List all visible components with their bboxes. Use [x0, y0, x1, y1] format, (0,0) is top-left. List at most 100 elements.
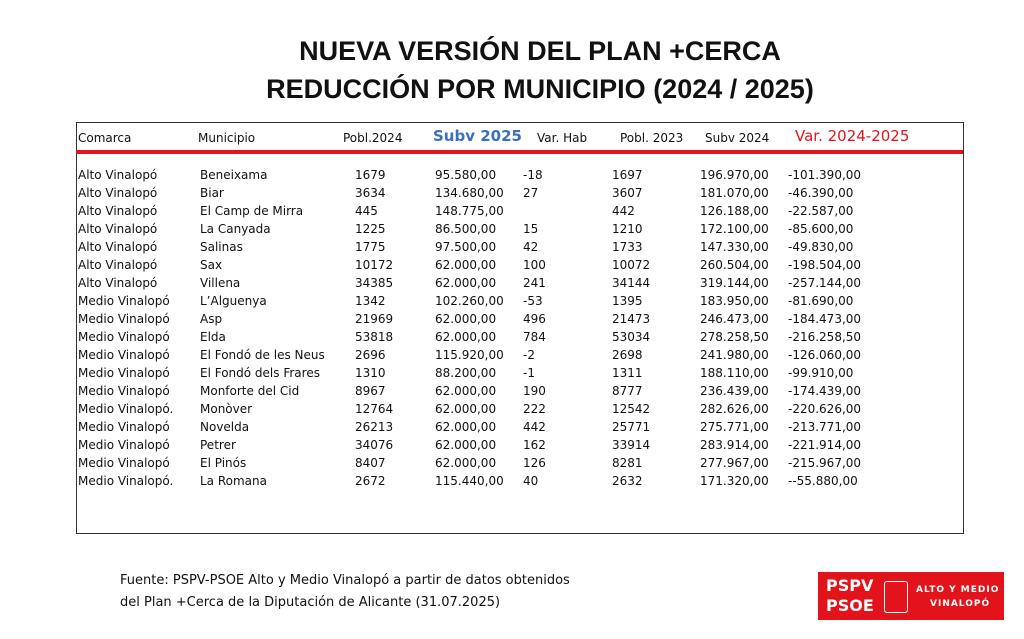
table-cell: 241.980,00: [700, 348, 769, 362]
source-line: Fuente: PSPV-PSOE Alto y Medio Vinalopó …: [120, 573, 570, 588]
table-cell: -215.967,00: [788, 456, 862, 470]
table-cell: Medio Vinalopó: [78, 384, 170, 398]
table-cell: 62.000,00: [435, 312, 497, 326]
table-cell: -213.771,00: [788, 420, 862, 434]
table-cell: Alto Vinalopó: [78, 204, 158, 218]
table-cell: 172.100,00: [700, 222, 769, 236]
table-cell: -216.258,50: [788, 330, 862, 344]
table-cell: -99.910,00: [788, 366, 854, 380]
table-cell: 62.000,00: [435, 420, 497, 434]
table-cell: Salinas: [200, 240, 243, 254]
logo: PSPV PSOE ALTO Y MEDIO VINALOPÓ: [818, 572, 1004, 620]
table-cell: Alto Vinalopó: [78, 258, 158, 272]
table-cell: Monforte del Cid: [200, 384, 300, 398]
table-cell: -2: [523, 348, 535, 362]
column-header: Var. 2024-2025: [795, 127, 910, 145]
column-header: Municipio: [198, 131, 256, 145]
table-cell: 496: [523, 312, 546, 326]
table-cell: 3634: [355, 186, 386, 200]
table-cell: 275.771,00: [700, 420, 769, 434]
table-cell: 21473: [612, 312, 651, 326]
table-cell: 62.000,00: [435, 456, 497, 470]
table-cell: 1225: [355, 222, 386, 236]
table-cell: 15: [523, 222, 539, 236]
table-cell: 190: [523, 384, 546, 398]
header-rule: [76, 150, 963, 154]
table-cell: 260.504,00: [700, 258, 769, 272]
table-cell: 2632: [612, 474, 643, 488]
table-cell: 97.500,00: [435, 240, 497, 254]
table-cell: 12542: [612, 402, 651, 416]
table-cell: 34076: [355, 438, 394, 452]
table-cell: 86.500,00: [435, 222, 497, 236]
table-cell: 181.070,00: [700, 186, 769, 200]
table-cell: 102.260,00: [435, 294, 504, 308]
table-cell: 25771: [612, 420, 651, 434]
table-cell: -46.390,00: [788, 186, 854, 200]
column-header: Comarca: [78, 131, 132, 145]
table-cell: 3607: [612, 186, 643, 200]
table-cell: 134.680,00: [435, 186, 504, 200]
table-cell: Medio Vinalopó: [78, 438, 170, 452]
table-cell: El Fondó de les Neus: [200, 348, 325, 362]
table-cell: 1311: [612, 366, 643, 380]
table-cell: Medio Vinalopó: [78, 330, 170, 344]
table-cell: 196.970,00: [700, 168, 769, 182]
table-cell: 2672: [355, 474, 386, 488]
source-line: del Plan +Cerca de la Diputación de Alic…: [120, 595, 501, 610]
table-cell: 278.258,50: [700, 330, 769, 344]
table-cell: 277.967,00: [700, 456, 769, 470]
table-cell: 8281: [612, 456, 643, 470]
table-cell: -85.600,00: [788, 222, 854, 236]
table-cell: Petrer: [200, 438, 236, 452]
table-cell: Medio Vinalopó.: [78, 474, 174, 488]
table-cell: 62.000,00: [435, 384, 497, 398]
table-cell: La Romana: [200, 474, 267, 488]
table-cell: Alto Vinalopó: [78, 240, 158, 254]
table-cell: 148.775,00: [435, 204, 504, 218]
table-cell: Monòver: [200, 402, 253, 416]
table-cell: 53034: [612, 330, 651, 344]
column-header: Var. Hab: [537, 131, 588, 145]
table-cell: 26213: [355, 420, 394, 434]
table-cell: 33914: [612, 438, 651, 452]
table-cell: 115.440,00: [435, 474, 504, 488]
table-cell: 40: [523, 474, 539, 488]
table-cell: 162: [523, 438, 546, 452]
table-cell: -198.504,00: [788, 258, 862, 272]
column-header: Pobl.2024: [343, 131, 403, 145]
table-cell: -49.830,00: [788, 240, 854, 254]
table-cell: 442: [612, 204, 635, 218]
table-cell: 62.000,00: [435, 330, 497, 344]
table-cell: -53: [523, 294, 543, 308]
table-cell: 282.626,00: [700, 402, 769, 416]
table-cell: 27: [523, 186, 539, 200]
table-cell: La Canyada: [200, 222, 271, 236]
table-cell: 241: [523, 276, 546, 290]
table-cell: 62.000,00: [435, 438, 497, 452]
table-cell: El Camp de Mirra: [200, 204, 304, 218]
table-cell: Medio Vinalopó.: [78, 402, 174, 416]
logo-text: PSOE: [826, 596, 874, 615]
table-cell: 442: [523, 420, 546, 434]
table-cell: 8967: [355, 384, 386, 398]
logo-text: VINALOPÓ: [930, 599, 991, 609]
table-cell: 2698: [612, 348, 643, 362]
table-cell: Medio Vinalopó: [78, 366, 170, 380]
table-cell: Medio Vinalopó: [78, 294, 170, 308]
table-cell: L’Alguenya: [200, 294, 267, 308]
column-header: Subv 2025: [433, 127, 522, 145]
table-cell: Asp: [200, 312, 223, 326]
table-cell: 1310: [355, 366, 386, 380]
table-cell: Medio Vinalopó: [78, 348, 170, 362]
table-cell: -257.144,00: [788, 276, 862, 290]
logo-icon: [884, 581, 908, 613]
table-cell: Medio Vinalopó: [78, 456, 170, 470]
table-cell: 88.200,00: [435, 366, 497, 380]
column-header: Pobl. 2023: [620, 131, 684, 145]
table-cell: 445: [355, 204, 378, 218]
table-cell: -126.060,00: [788, 348, 862, 362]
table-cell: 147.330,00: [700, 240, 769, 254]
table-cell: Alto Vinalopó: [78, 186, 158, 200]
table-cell: -221.914,00: [788, 438, 862, 452]
